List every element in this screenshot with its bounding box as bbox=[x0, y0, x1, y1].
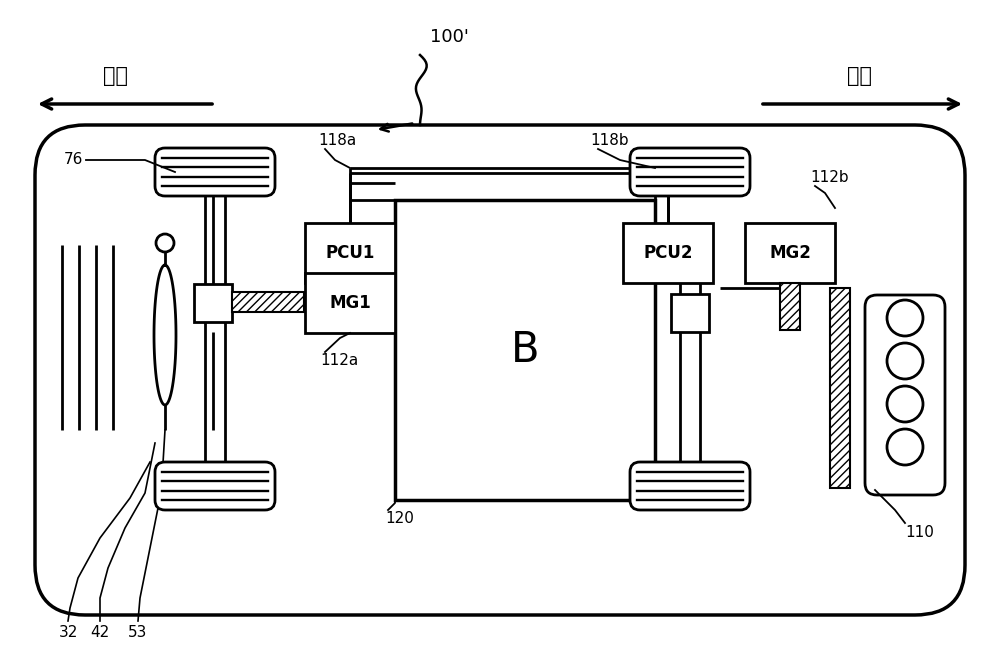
Bar bbox=[395, 200, 655, 500]
Bar bbox=[194, 284, 232, 322]
FancyBboxPatch shape bbox=[630, 148, 750, 196]
Circle shape bbox=[156, 234, 174, 252]
Text: 118a: 118a bbox=[318, 133, 356, 148]
Text: 53: 53 bbox=[128, 625, 148, 640]
Text: 32: 32 bbox=[58, 625, 78, 640]
FancyBboxPatch shape bbox=[155, 148, 275, 196]
Text: MG1: MG1 bbox=[329, 294, 371, 312]
Text: 42: 42 bbox=[90, 625, 110, 640]
Text: PCU2: PCU2 bbox=[643, 244, 693, 262]
Text: B: B bbox=[511, 329, 539, 371]
Text: 76: 76 bbox=[64, 153, 83, 168]
Bar bbox=[745, 223, 835, 283]
FancyBboxPatch shape bbox=[865, 295, 945, 495]
Circle shape bbox=[887, 343, 923, 379]
Bar bbox=[830, 288, 850, 488]
FancyBboxPatch shape bbox=[155, 462, 275, 510]
Text: 118b: 118b bbox=[590, 133, 629, 148]
Text: PCU1: PCU1 bbox=[325, 244, 375, 262]
Bar bbox=[780, 283, 800, 330]
FancyBboxPatch shape bbox=[35, 125, 965, 615]
Text: 前方: 前方 bbox=[103, 66, 128, 86]
Text: 120: 120 bbox=[385, 511, 414, 526]
Bar bbox=[232, 292, 304, 312]
Circle shape bbox=[887, 386, 923, 422]
Text: 110: 110 bbox=[905, 525, 934, 540]
Text: MG2: MG2 bbox=[769, 244, 811, 262]
Circle shape bbox=[887, 300, 923, 336]
Text: 100': 100' bbox=[430, 28, 469, 46]
FancyBboxPatch shape bbox=[630, 462, 750, 510]
Text: 112b: 112b bbox=[810, 170, 849, 185]
Bar bbox=[305, 223, 395, 283]
Text: 112a: 112a bbox=[320, 353, 358, 368]
Bar bbox=[671, 294, 709, 332]
Text: 后方: 后方 bbox=[848, 66, 872, 86]
Bar bbox=[623, 223, 713, 283]
Circle shape bbox=[887, 429, 923, 465]
Bar bbox=[305, 273, 395, 333]
Polygon shape bbox=[154, 265, 176, 405]
